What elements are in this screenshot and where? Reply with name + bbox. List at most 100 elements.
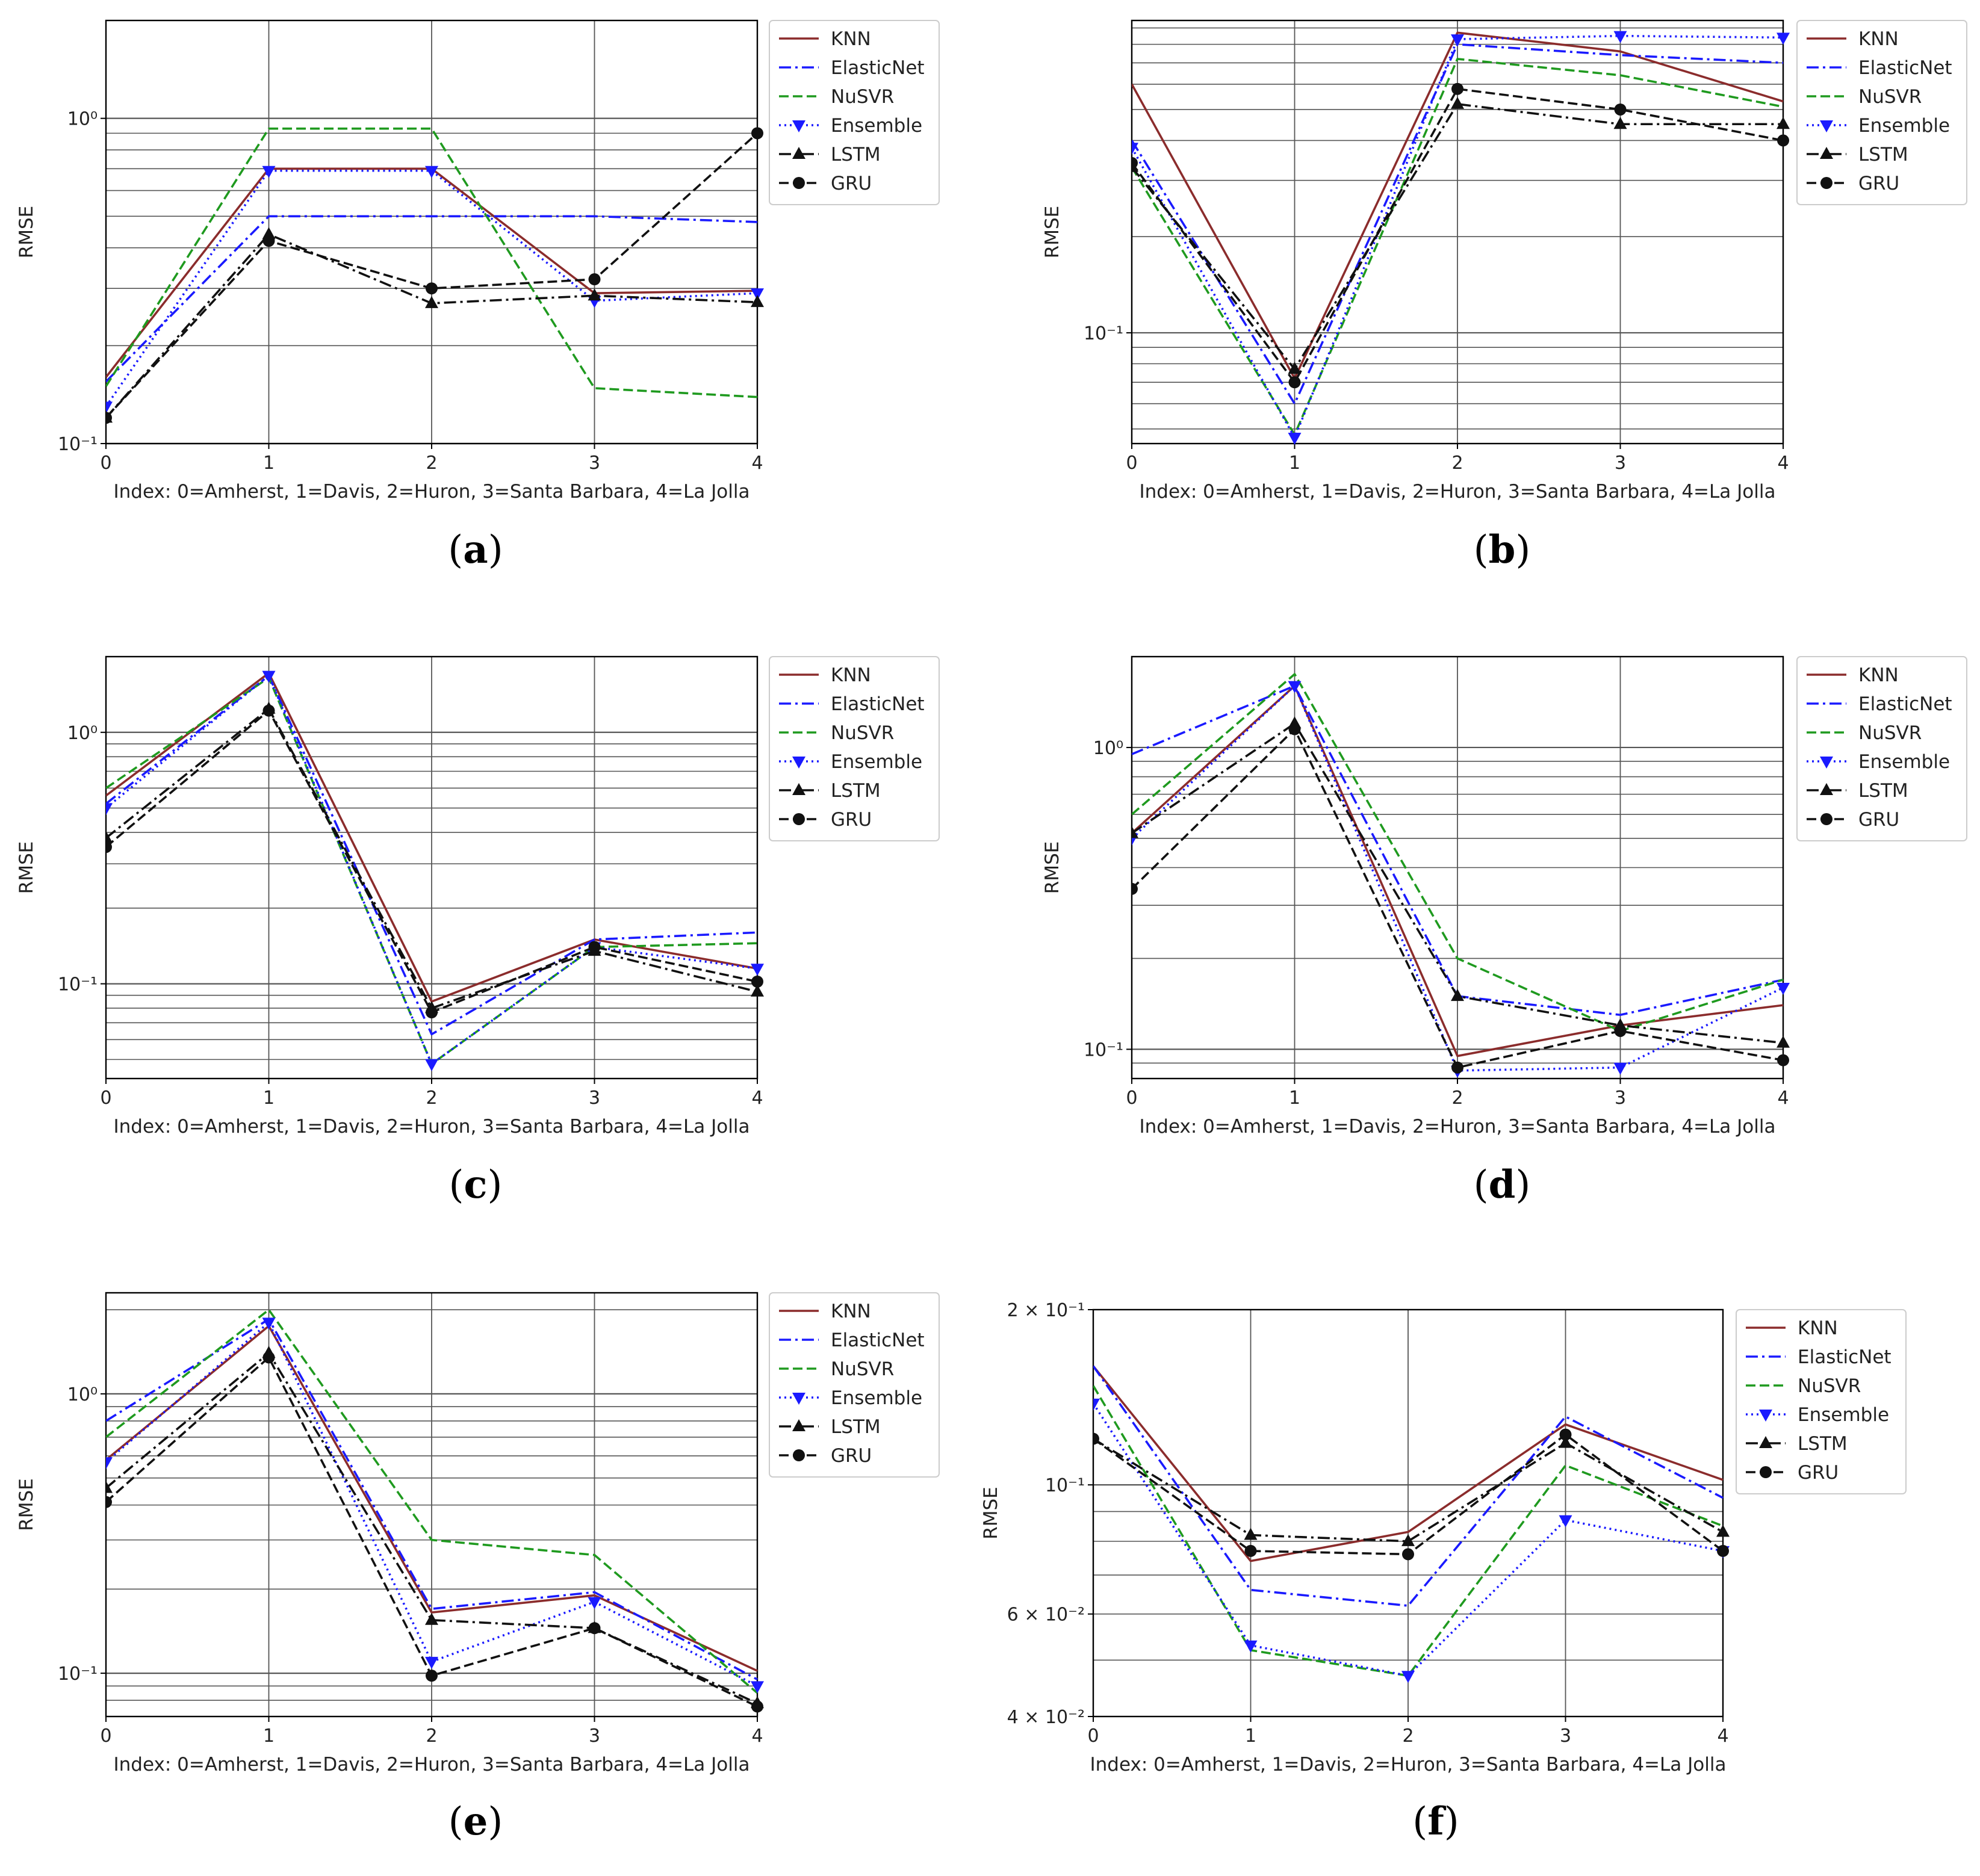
- legend-marker-gru: [793, 813, 805, 825]
- point-gru: [106, 412, 112, 424]
- point-ensemble: [262, 166, 276, 178]
- legend-label-elasticnet: ElasticNet: [831, 1330, 925, 1351]
- point-ensemble: [1777, 983, 1790, 995]
- x-axis-label: Index: 0=Amherst, 1=Davis, 2=Huron, 3=Sa…: [1090, 1754, 1727, 1775]
- point-gru: [1614, 103, 1627, 116]
- legend-marker-gru: [1760, 1466, 1772, 1478]
- x-tick-label: 1: [1289, 1088, 1300, 1109]
- x-tick-label: 2: [426, 453, 437, 474]
- point-ensemble: [1132, 143, 1138, 155]
- point-lstm: [106, 1481, 113, 1493]
- point-ensemble: [1288, 432, 1302, 445]
- point-ensemble: [106, 803, 113, 816]
- point-ensemble: [1288, 681, 1302, 693]
- point-ensemble: [751, 964, 764, 976]
- series-line-lstm: [1093, 1438, 1724, 1543]
- series-line-lstm: [106, 1352, 758, 1704]
- legend-label-gru: GRU: [831, 1445, 872, 1467]
- legend-label-ensemble: Ensemble: [1858, 751, 1950, 773]
- legend-label-knn: KNN: [1798, 1317, 1838, 1339]
- series-line-ensemble: [106, 169, 758, 407]
- x-tick-label: 2: [1451, 1088, 1463, 1109]
- x-axis-label: Index: 0=Amherst, 1=Davis, 2=Huron, 3=Sa…: [114, 1754, 750, 1775]
- legend-a: KNN ElasticNet NuSVR Ensemble LSTM GRU: [769, 20, 940, 205]
- x-tick-label: 4: [751, 453, 763, 474]
- series-group-a: [106, 127, 764, 424]
- x-tick-label: 0: [1087, 1726, 1099, 1747]
- y-tick-label: 10⁻¹: [58, 434, 98, 455]
- point-gru: [1288, 376, 1301, 389]
- x-tick-label: 4: [1777, 1088, 1789, 1109]
- legend-marker-ensemble: [1820, 757, 1833, 769]
- point-lstm: [1132, 826, 1138, 838]
- legend-label-elasticnet: ElasticNet: [1858, 57, 1952, 79]
- point-gru: [1093, 1432, 1099, 1445]
- panel-caption-letter: b: [1489, 527, 1516, 572]
- x-tick-label: 2: [1402, 1726, 1414, 1747]
- legend-label-gru: GRU: [831, 173, 872, 194]
- series-line-elasticnet: [106, 215, 758, 383]
- point-lstm: [1716, 1525, 1730, 1537]
- panel-caption-f: (f): [1412, 1799, 1459, 1844]
- legend-label-lstm: LSTM: [831, 144, 881, 166]
- legend-marker-lstm: [1759, 1436, 1772, 1448]
- legend-c: KNN ElasticNet NuSVR Ensemble LSTM GRU: [769, 656, 940, 841]
- point-gru: [751, 127, 763, 140]
- point-gru: [426, 1006, 438, 1019]
- point-ensemble: [1093, 1398, 1100, 1411]
- y-axis-label: RMSE: [980, 1487, 1002, 1540]
- x-axis-label: Index: 0=Amherst, 1=Davis, 2=Huron, 3=Sa…: [114, 481, 750, 503]
- series-line-nusvr: [1132, 58, 1784, 436]
- x-axis-label: Index: 0=Amherst, 1=Davis, 2=Huron, 3=Sa…: [1140, 1116, 1776, 1138]
- point-gru: [1614, 1024, 1627, 1037]
- y-tick-label: 10⁰: [1093, 738, 1123, 759]
- point-lstm: [1451, 989, 1464, 1001]
- point-lstm: [751, 984, 764, 997]
- series-line-elasticnet: [106, 674, 758, 1036]
- y-axis-label: RMSE: [16, 1478, 37, 1531]
- legend-label-nusvr: NuSVR: [831, 722, 894, 744]
- point-gru: [1402, 1548, 1414, 1561]
- y-axis-label: RMSE: [1041, 841, 1063, 894]
- legend-label-gru: GRU: [1858, 173, 1899, 194]
- legend-marker-lstm: [1820, 147, 1833, 159]
- legend-marker-lstm: [792, 1419, 805, 1431]
- x-tick-label: 3: [589, 1088, 600, 1109]
- series-line-elasticnet: [1093, 1365, 1724, 1607]
- point-ensemble: [588, 1597, 601, 1609]
- y-tick-label: 4 × 10⁻²: [1007, 1707, 1085, 1728]
- point-ensemble: [1613, 1062, 1627, 1075]
- legend-label-nusvr: NuSVR: [1858, 86, 1922, 108]
- point-lstm: [1613, 117, 1627, 129]
- x-tick-label: 4: [751, 1726, 763, 1747]
- series-line-nusvr: [106, 1308, 759, 1694]
- point-ensemble: [106, 1457, 113, 1470]
- point-ensemble: [1244, 1640, 1258, 1653]
- series-group-b: [1132, 31, 1790, 445]
- point-gru: [106, 841, 112, 853]
- series-line-lstm: [106, 707, 758, 1009]
- point-ensemble: [425, 1656, 438, 1669]
- y-tick-label: 10⁰: [67, 109, 98, 130]
- point-gru: [751, 975, 763, 988]
- legend-label-nusvr: NuSVR: [1858, 722, 1922, 744]
- series-line-knn: [1132, 31, 1784, 380]
- y-tick-label: 10⁻¹: [58, 974, 98, 995]
- legend-label-ensemble: Ensemble: [831, 751, 922, 773]
- legend-label-lstm: LSTM: [831, 780, 881, 802]
- point-gru: [1451, 1061, 1463, 1074]
- x-tick-label: 0: [100, 1088, 111, 1109]
- point-gru: [426, 282, 438, 295]
- x-tick-label: 3: [1560, 1726, 1571, 1747]
- panel-caption-a: (a): [448, 527, 503, 572]
- gridlines-e: [105, 1293, 758, 1717]
- point-ensemble: [425, 166, 438, 178]
- point-lstm: [1288, 362, 1302, 374]
- legend-marker-ensemble: [792, 1393, 805, 1405]
